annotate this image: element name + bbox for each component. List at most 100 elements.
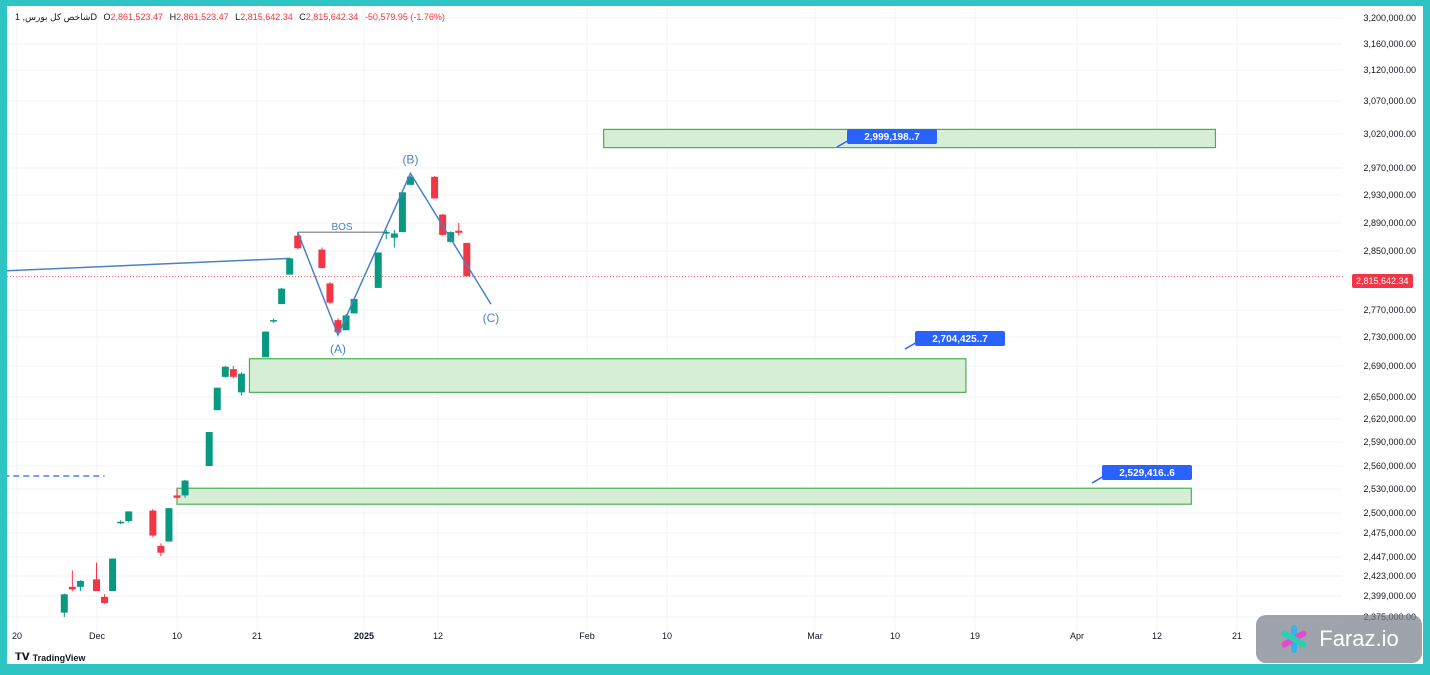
y-tick-label: 2,970,000.00 [1363,163,1416,173]
y-tick-label: 2,850,000.00 [1363,246,1416,256]
candle-body [149,510,157,536]
candle-body [117,521,125,524]
y-tick-label: 2,500,000.00 [1363,508,1416,518]
y-tick-label: 2,530,000.00 [1363,484,1416,494]
x-tick-label: Feb [579,631,595,641]
y-tick-label: 3,020,000.00 [1363,129,1416,139]
asterisk-logo-icon [1281,625,1307,653]
candle-body [398,192,406,233]
candle-body [463,242,471,277]
candle-body [229,369,237,377]
x-tick-label: Mar [807,631,823,641]
wave-point-label: (C) [483,311,500,325]
high-value: 2,861,523.47 [176,12,229,22]
bos-label: BOS [331,222,352,233]
candle-body [334,320,342,333]
zone-label-text: 2,999,198..7 [864,132,920,143]
watermark-text: Faraz.io [1319,626,1399,651]
candle-body [173,495,181,498]
x-tick-label: 2025 [354,631,374,641]
candle-body [221,366,229,377]
wave-point-label: (B) [402,152,418,166]
y-tick-label: 2,650,000.00 [1363,392,1416,402]
demand-zone [176,487,1192,505]
candle-body [60,594,68,613]
y-tick-label: 2,890,000.00 [1363,218,1416,228]
y-tick-label: 2,770,000.00 [1363,305,1416,315]
candle-body [157,545,165,553]
candle-body [350,298,358,314]
y-tick-label: 2,447,000.00 [1363,552,1416,562]
demand-zone [248,358,967,393]
candle-body [374,252,382,288]
candle-body [278,288,286,305]
candle-body [270,320,278,322]
candle-body [101,596,109,603]
tradingview-icon: 𝗧𝗩 [15,652,30,663]
abc-wave-line [297,171,492,337]
wave-point-label: (A) [330,342,346,356]
candle-body [213,387,221,411]
candle-body [382,232,390,234]
zone-label-box [847,129,937,144]
candle-body [109,558,117,591]
candle-body [93,579,100,591]
zone-label-box [915,331,1005,346]
faraz-watermark: Faraz.io [1256,615,1422,663]
candle-body [262,331,270,358]
candle-body [431,176,439,199]
y-tick-label: 2,930,000.00 [1363,190,1416,200]
candle-body [326,283,334,303]
candle-body [68,586,76,590]
candle-body [342,315,350,331]
candle-body [76,581,84,587]
candle-body [237,373,245,393]
x-tick-label: 12 [1152,631,1162,641]
high-label: H [169,12,177,22]
candle-body [294,235,302,249]
y-tick-label: 3,200,000.00 [1363,13,1416,23]
open-value: 2,861,523.47 [110,12,164,22]
y-tick-label: 2,690,000.00 [1363,361,1416,371]
x-tick-label: 10 [662,631,672,641]
candle-body [165,508,173,542]
close-value: 2,815,642.34 [305,12,359,22]
zone-label-box [1102,465,1192,480]
candle-body [406,176,414,185]
zone-label-text: 2,704,425..7 [932,334,988,345]
x-tick-label: 19 [970,631,980,641]
candle-body [447,232,455,242]
candle-body [181,480,189,496]
candle-body [318,249,326,268]
x-tick-label: 12 [433,631,443,641]
x-tick-label: Apr [1070,631,1084,641]
y-tick-label: 2,560,000.00 [1363,461,1416,471]
candle-body [455,230,463,233]
tradingview-logo[interactable]: 𝗧𝗩 TradingView [15,652,85,663]
current-price-tag: 2,815,642.34 [1352,274,1413,288]
x-tick-label: 21 [252,631,262,641]
change-value: -50,579.95 (-1.76%) [364,12,445,22]
y-tick-label: 2,423,000.00 [1363,571,1416,581]
ohlc-legend: شاخص کل بورس, 1D O2,861,523.47 H2,861,52… [15,12,445,23]
candle-body [390,233,398,238]
symbol-name: شاخص کل بورس, 1D [15,12,97,22]
close-label: C [299,12,306,22]
y-tick-label: 2,620,000.00 [1363,414,1416,424]
y-tick-label: 2,590,000.00 [1363,437,1416,447]
x-tick-label: 10 [890,631,900,641]
candle-body [125,511,133,521]
tradingview-label: TradingView [32,652,86,663]
price-chart[interactable]: BOS (A) (B) (C) 2,999,198..7 2,704,425..7 2,52… [7,6,1423,664]
y-tick-label: 2,475,000.00 [1363,528,1416,538]
candle-body [205,432,213,466]
chart-frame: BOS (A) (B) (C) 2,999,198..7 2,704,425..7 2,52… [7,6,1423,664]
x-tick-label: 21 [1232,631,1242,641]
candle-body [286,258,294,275]
open-label: O [103,12,111,22]
y-tick-label: 3,160,000.00 [1363,39,1416,49]
trend-line [7,257,290,272]
y-tick-label: 3,120,000.00 [1363,65,1416,75]
low-label: L [235,12,241,22]
low-value: 2,815,642.34 [240,12,293,22]
